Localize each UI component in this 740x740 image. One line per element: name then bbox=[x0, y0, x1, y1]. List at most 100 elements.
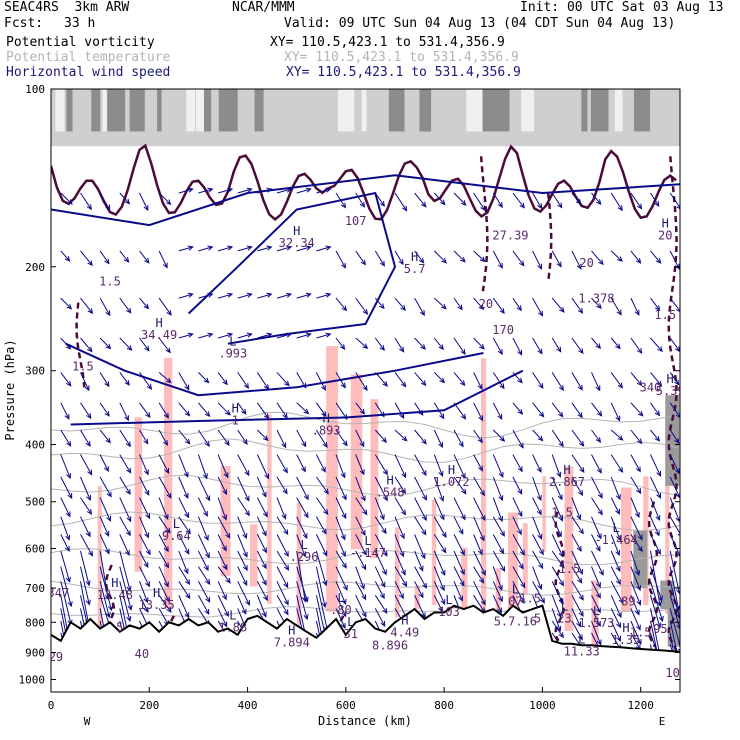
wind-vector bbox=[60, 454, 71, 480]
wind-vector bbox=[532, 429, 544, 442]
wind-vector bbox=[650, 581, 664, 623]
wind-vector bbox=[158, 476, 172, 499]
wind-vector bbox=[119, 516, 131, 537]
high-center-marker: H bbox=[662, 217, 669, 231]
contour-value-label: 2.867 bbox=[549, 475, 585, 489]
terrain-fill bbox=[51, 605, 680, 692]
wind-vector bbox=[414, 192, 427, 208]
wind-vector bbox=[335, 297, 348, 312]
low-center-marker: L bbox=[613, 521, 620, 535]
wind-vector bbox=[512, 550, 524, 570]
wind-vector bbox=[217, 454, 229, 479]
wind-vector bbox=[355, 516, 366, 537]
wind-vector bbox=[178, 594, 190, 619]
high-center-marker: H bbox=[401, 613, 408, 627]
wind-vector bbox=[610, 516, 621, 542]
wind-vector bbox=[178, 550, 189, 575]
wind-vector bbox=[217, 245, 234, 252]
wind-vector bbox=[512, 497, 523, 518]
wind-vector bbox=[217, 581, 227, 601]
wind-vector bbox=[551, 620, 564, 639]
contour-value-label: 1.5 bbox=[551, 506, 573, 520]
wind-vector bbox=[453, 192, 467, 206]
wind-vector bbox=[610, 337, 621, 350]
wind-vector bbox=[158, 402, 169, 419]
upper-level-shading-patch bbox=[186, 89, 196, 132]
wind-vector bbox=[414, 372, 427, 387]
pv-shading-patch bbox=[461, 547, 468, 609]
wind-vector bbox=[217, 550, 228, 571]
wind-vector bbox=[139, 429, 149, 445]
wind-vector bbox=[394, 534, 405, 558]
wind-vector bbox=[178, 245, 194, 252]
wind-vector bbox=[139, 454, 149, 476]
wind-vector bbox=[374, 550, 387, 576]
plot-background bbox=[51, 89, 680, 692]
wind-vector bbox=[414, 497, 427, 522]
contour-value-label: 20 bbox=[579, 256, 593, 270]
org-label: NCAR/MMM bbox=[232, 0, 295, 15]
pv-contour bbox=[104, 564, 116, 642]
wind-vector bbox=[237, 516, 248, 540]
wind-vector bbox=[492, 297, 505, 315]
wind-vector bbox=[473, 581, 486, 606]
low-center-marker: L bbox=[512, 583, 519, 597]
wind-vector bbox=[512, 566, 526, 589]
terrain-line bbox=[51, 604, 680, 653]
y-axis-title: Pressure (hPa) bbox=[3, 339, 17, 440]
wind-vector bbox=[139, 566, 150, 588]
y-tick-label: 300 bbox=[25, 365, 45, 378]
wind-vector bbox=[571, 566, 583, 584]
wind-vector bbox=[453, 297, 463, 311]
upper-level-shading-patch bbox=[337, 89, 355, 132]
wind-vector bbox=[571, 297, 584, 314]
y-tick-label: 500 bbox=[25, 496, 45, 509]
wind-vector bbox=[610, 620, 621, 642]
wind-vector bbox=[571, 497, 582, 521]
wind-vector bbox=[453, 581, 463, 602]
wind-vector bbox=[178, 454, 189, 478]
contour-value-label: 5.7.16 bbox=[494, 614, 537, 628]
contour-value-label: 4.49 bbox=[390, 625, 419, 639]
wind-vector bbox=[610, 608, 621, 629]
wind-vector bbox=[492, 192, 503, 209]
wind-vector bbox=[315, 402, 327, 418]
contour-value-label: 1 bbox=[232, 414, 239, 428]
wind-vector bbox=[237, 372, 250, 390]
wind-vector bbox=[532, 476, 542, 502]
wind-vector bbox=[414, 566, 427, 589]
wind-vector bbox=[650, 402, 661, 417]
wind-vector bbox=[630, 402, 644, 417]
wind-vector bbox=[237, 595, 247, 615]
wind-vector bbox=[512, 297, 522, 312]
wind-vector bbox=[551, 429, 564, 448]
wind-vector bbox=[158, 581, 170, 603]
contour-value-label: 103 bbox=[438, 605, 460, 619]
wind-vector bbox=[178, 372, 190, 391]
wind-vector bbox=[80, 250, 93, 267]
wind-vector bbox=[355, 581, 367, 601]
wind-vector bbox=[571, 516, 584, 535]
upper-level-shading-patch bbox=[361, 89, 367, 132]
wind-vector bbox=[414, 429, 427, 445]
wind-vector bbox=[217, 497, 228, 521]
forecast-label: Fcst: bbox=[4, 16, 44, 31]
wind-vector bbox=[394, 516, 405, 540]
contour-value-label: 20 bbox=[658, 229, 672, 243]
wind-vector bbox=[610, 581, 624, 605]
low-center-marker: L bbox=[593, 604, 600, 618]
contour-value-label: 1.072 bbox=[433, 475, 469, 489]
wind-vector bbox=[237, 454, 250, 477]
wind-vector bbox=[99, 250, 110, 265]
contour-value-label: 1.5 bbox=[72, 360, 94, 374]
wind-vector bbox=[512, 250, 525, 267]
contour-annotation-layer: 1.5H34.491.5H32.34107L.993H5.727.3920170… bbox=[51, 214, 680, 680]
terrain-layer bbox=[51, 604, 680, 692]
pv-shading-patch bbox=[522, 523, 528, 595]
wind-vector bbox=[119, 581, 132, 623]
y-tick-label: 900 bbox=[25, 646, 45, 659]
wind-vector bbox=[60, 516, 71, 541]
wind-vector bbox=[669, 429, 680, 444]
theta-contour bbox=[51, 511, 680, 532]
valid-time: Valid: 09 UTC Sun 04 Aug 13 (04 CDT Sun … bbox=[284, 16, 676, 31]
